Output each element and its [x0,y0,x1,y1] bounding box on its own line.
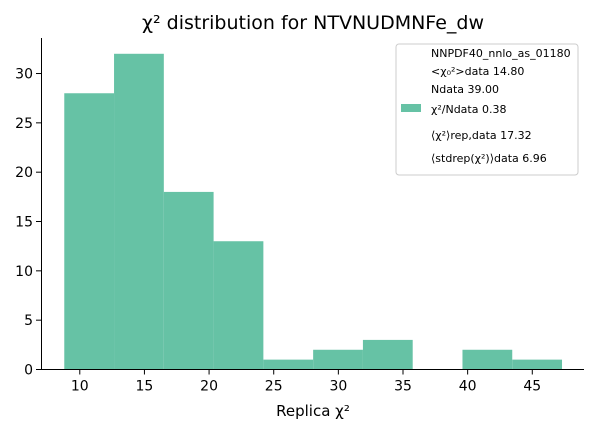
histogram-bar [64,93,115,370]
y-tick-label: 15 [15,215,33,231]
legend-line-chi2-exp: <χ₀²>data 14.80 [431,65,524,78]
legend-frame [395,43,579,176]
legend-line-chi2-ndata: χ²/Ndata 0.38 [431,103,506,116]
y-tick-label: 0 [24,363,33,379]
x-tick-label: 10 [71,379,89,395]
x-tick-label: 35 [394,379,412,395]
x-tick-label: 15 [136,379,154,395]
histogram-bar [114,53,164,370]
chart-title: χ² distribution for NTVNUDMNFe_dw [142,12,484,34]
x-tick-label: 40 [459,379,477,395]
y-ticks: 0 5 10 15 20 25 30 [15,67,41,379]
histogram-bar [263,359,314,370]
x-axis-label: Replica χ² [276,402,350,420]
bars [64,53,563,370]
histogram-bar [313,349,363,370]
y-tick-label: 20 [15,165,33,181]
x-tick-label: 30 [329,379,347,395]
x-tick-label: 25 [265,379,283,395]
x-tick-label: 20 [200,379,218,395]
histogram-bar [512,359,563,370]
histogram-bar [213,241,264,370]
legend-swatch [401,104,421,112]
x-ticks: 10 15 20 25 30 35 40 45 [71,369,541,395]
legend-line-ndata: Ndata 39.00 [431,83,499,96]
histogram-bar [163,191,214,370]
x-tick-label: 45 [523,379,541,395]
histogram-bar [462,349,513,370]
y-tick-label: 25 [15,116,33,132]
y-tick-label: 30 [15,67,33,83]
y-tick-label: 5 [24,313,33,329]
legend: NNPDF40_nnlo_as_01180 <χ₀²>data 14.80 Nd… [395,43,579,176]
y-tick-label: 10 [15,264,33,280]
histogram-bar [362,339,413,370]
legend-title: NNPDF40_nnlo_as_01180 [431,47,571,60]
legend-line-std-rep: ⟨stdrep(χ²)⟩data 6.96 [431,152,547,165]
legend-line-chi2-rep: ⟨χ²⟩rep,data 17.32 [431,129,532,142]
